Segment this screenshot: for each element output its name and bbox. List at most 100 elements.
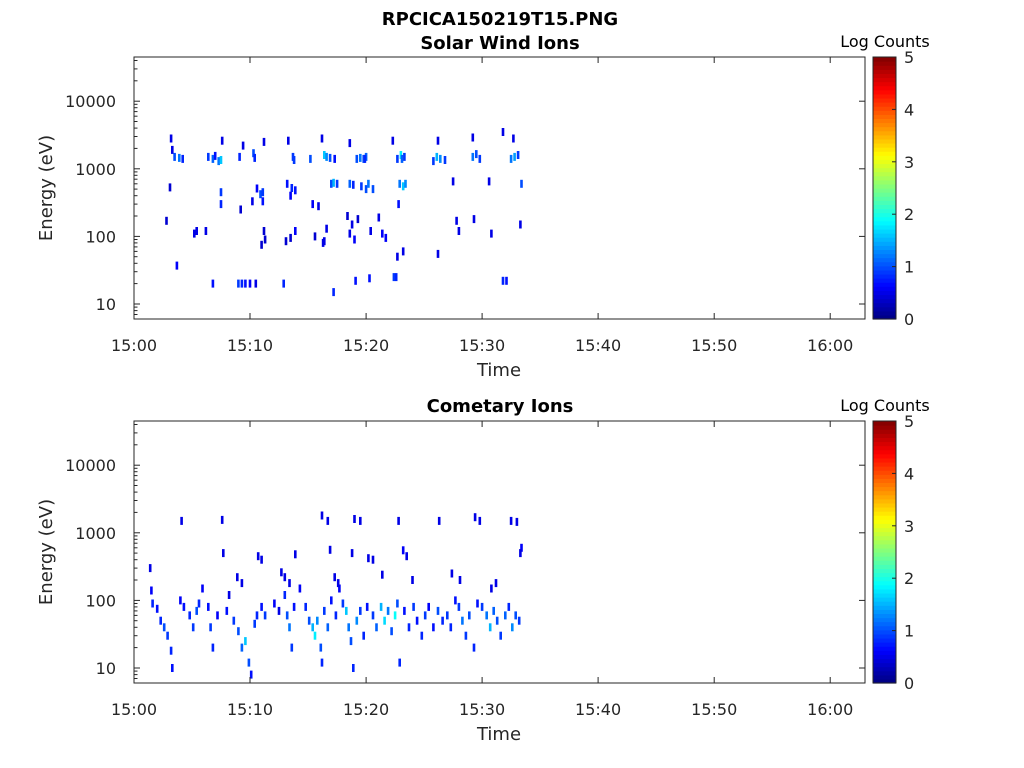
heatmap-cell (415, 616, 419, 625)
heatmap-cell (330, 596, 333, 605)
colorbar-segment (873, 633, 896, 639)
heatmap-cell (471, 133, 475, 142)
heatmap-cell (216, 611, 219, 620)
heatmap-cell (240, 279, 244, 288)
heatmap-cell (457, 227, 461, 235)
colorbar-segment (873, 662, 896, 668)
colorbar-segment (873, 535, 896, 541)
colorbar-segment (873, 278, 896, 283)
colorbar-segment (873, 302, 896, 308)
plot-area-solar-wind[interactable] (134, 57, 865, 319)
heatmap-cell (507, 602, 511, 611)
heatmap-cell (217, 157, 220, 166)
heatmap-cell (150, 586, 153, 595)
heatmap-cell (381, 570, 384, 579)
colorbar-segment (873, 126, 896, 132)
heatmap-cell (495, 616, 499, 625)
heatmap-cell (220, 515, 224, 524)
x-axis-label-solar-wind: Time (476, 360, 521, 381)
heatmap-cell (404, 179, 407, 188)
colorbar-segment (873, 490, 896, 496)
colorbar-segment (873, 588, 896, 594)
colorbar-segment (873, 298, 896, 304)
heatmap-cell (437, 516, 441, 525)
colorbar-frame (872, 56, 897, 320)
colorbar-segment (873, 314, 896, 320)
heatmap-cell (450, 569, 454, 578)
colorbar-segment (873, 97, 896, 103)
heatmap-cell (254, 279, 258, 288)
y-tick-label: 10 (96, 659, 116, 678)
heatmap-cell (371, 611, 375, 620)
heatmap-cell (363, 154, 367, 163)
colorbar-segment (873, 502, 896, 508)
heatmap-cell (255, 184, 259, 193)
heatmap-cell (209, 623, 212, 632)
colorbar-segment (873, 625, 896, 631)
colorbar-segment (873, 629, 896, 635)
colorbar-segment (873, 306, 896, 312)
heatmap-cell (457, 602, 461, 611)
heatmap-cell (436, 249, 440, 258)
heatmap-cell (461, 616, 464, 625)
colorbar-segment (873, 421, 896, 426)
heatmap-cell (384, 233, 388, 242)
colorbar-segment (873, 179, 896, 185)
heatmap-cell (260, 555, 263, 564)
heatmap-cell (396, 154, 399, 163)
heatmap-cell (396, 252, 399, 261)
heatmap-cell (478, 516, 482, 525)
heatmap-cell (468, 611, 471, 620)
heatmap-cell (239, 205, 242, 214)
colorbar-segment (873, 584, 896, 590)
heatmap-cell (260, 602, 263, 611)
heatmap-cell (364, 185, 368, 194)
heatmap-cell (353, 235, 356, 244)
heatmap-cell (311, 623, 314, 632)
heatmap-cell (359, 516, 362, 525)
colorbar-segment (873, 237, 896, 242)
heatmap-cell (247, 658, 251, 667)
colorbar-segment (873, 637, 896, 643)
heatmap-cell (520, 543, 523, 552)
plot-frame-cometary (133, 420, 866, 684)
colorbar-segment (873, 188, 896, 193)
heatmap-cell (207, 602, 210, 611)
heatmap-cell (201, 584, 204, 593)
panel-title-solar-wind: Solar Wind Ions (420, 33, 579, 54)
x-tick-label: 15:30 (459, 700, 505, 719)
heatmap-cell (475, 150, 478, 159)
y-tick-label: 100 (85, 591, 116, 610)
plot-area-cometary[interactable] (134, 421, 865, 683)
heatmap-cell (350, 549, 354, 558)
heatmap-cell (320, 658, 324, 667)
heatmap-cell (393, 611, 397, 620)
heatmap-cell (436, 606, 440, 615)
colorbar-segment (873, 543, 896, 549)
heatmap-cell (283, 573, 287, 582)
y-axis-label-cometary: Energy (eV) (36, 499, 57, 605)
heatmap-cell (165, 216, 168, 225)
colorbar-segment (873, 453, 896, 459)
heatmap-cell (332, 288, 335, 297)
heatmap-cell (253, 619, 256, 628)
heatmap-cell (251, 197, 254, 206)
colorbar-segment (873, 474, 896, 479)
heatmap-cell (427, 602, 430, 611)
heatmap-cell (280, 568, 283, 577)
heatmap-cell (347, 623, 350, 632)
heatmap-cell (261, 188, 265, 197)
heatmap-cell (255, 611, 259, 620)
heatmap-cell (375, 623, 378, 632)
heatmap-cell (359, 606, 362, 615)
colorbar-tick-label: 0 (904, 674, 914, 693)
colorbar-tick-label: 4 (904, 100, 914, 119)
heatmap-cell (263, 611, 267, 620)
colorbar-segment (873, 196, 896, 201)
heatmap-cell (471, 152, 475, 161)
colorbar-segment (873, 85, 896, 91)
heatmap-cell (225, 606, 229, 615)
heatmap-cell (237, 279, 240, 288)
heatmap-cell (517, 616, 521, 625)
